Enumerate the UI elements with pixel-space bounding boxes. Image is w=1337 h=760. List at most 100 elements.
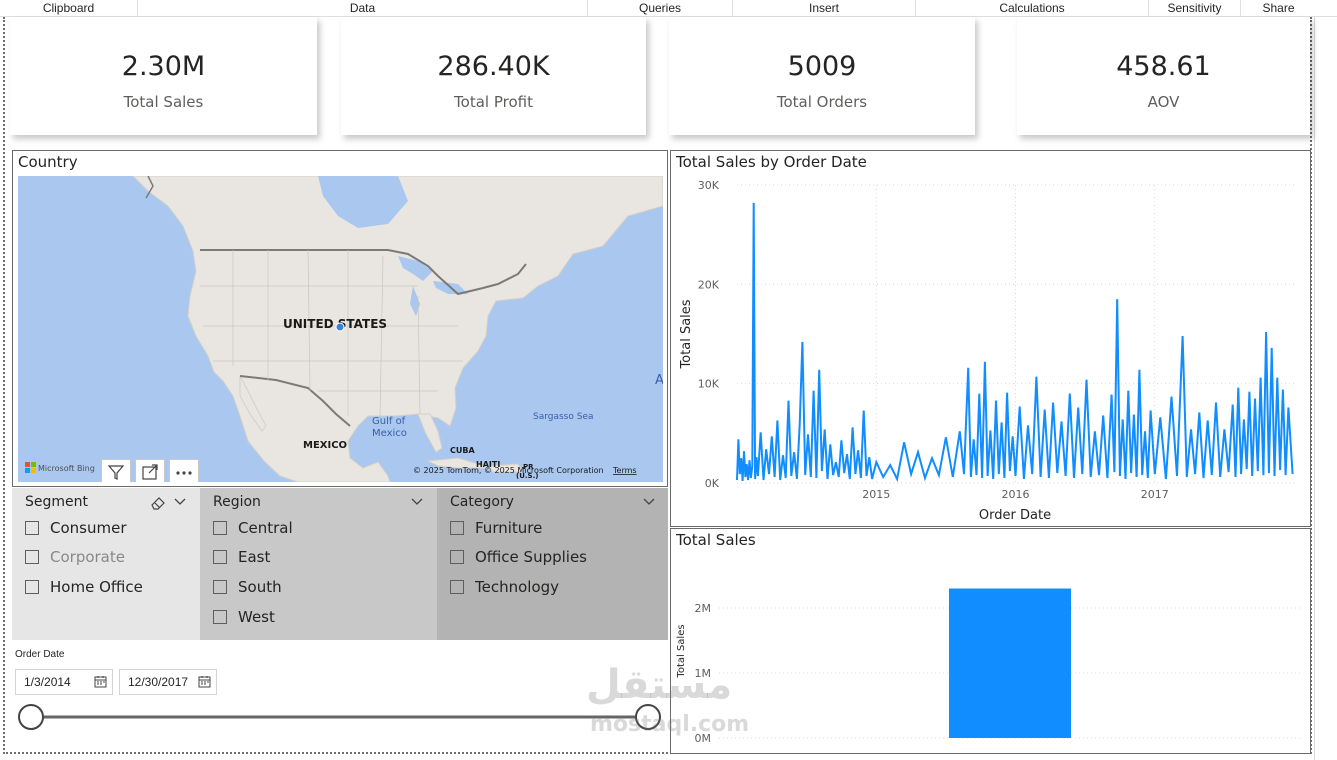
slicer-item-central[interactable]: Central — [213, 517, 293, 539]
slicer-item-furniture[interactable]: Furniture — [450, 517, 542, 539]
end-date-input[interactable]: 12/30/2017 — [119, 669, 217, 695]
data-point-us — [335, 322, 345, 332]
map-label-gulf-2: Mexico — [372, 428, 407, 439]
category-slicer[interactable]: Category Furniture Office Supplies Techn… — [437, 488, 668, 640]
ribbon-group-queries[interactable]: Queries — [588, 0, 733, 17]
filter-icon[interactable] — [101, 459, 131, 482]
line-chart-svg: 0K 10K 20K 30K 2015 2016 2017 Order Date Tota… — [679, 179, 1294, 523]
line-chart-visual[interactable]: Total Sales by Order Date 0K 10K 20K 30K 20… — [670, 150, 1311, 527]
segment-slicer[interactable]: Segment Consumer Corporate Home Office — [12, 488, 200, 640]
bar-chart-title: Total Sales — [676, 531, 756, 549]
y-tick-label: 0M — [695, 732, 712, 745]
x-tick-label: 2015 — [862, 488, 890, 501]
slider-handle-start — [18, 704, 44, 730]
kpi-card-total-orders[interactable]: 5009 Total Orders — [669, 17, 975, 135]
map-title: Country — [18, 153, 78, 171]
focus-mode-icon[interactable] — [135, 459, 165, 482]
map-label-sargasso: Sargasso Sea — [533, 412, 594, 422]
ribbon-group-data[interactable]: Data — [138, 0, 588, 17]
ribbon-group-calculations[interactable]: Calculations — [916, 0, 1149, 17]
map-visual[interactable]: Country — [12, 150, 668, 487]
map-label-pr: PR — [523, 463, 534, 471]
slider-handle-end — [635, 704, 661, 730]
slicer-item-consumer[interactable]: Consumer — [25, 517, 127, 539]
kpi-value: 2.30M — [121, 51, 206, 82]
map-label-cuba: CUBA — [450, 446, 475, 455]
bar-chart-svg: 0M 1M 2M Total Sales — [676, 588, 1301, 745]
checkbox[interactable] — [25, 550, 39, 564]
kpi-card-total-profit[interactable]: 286.40K Total Profit — [341, 17, 646, 135]
checkbox[interactable] — [450, 521, 464, 535]
checkbox[interactable] — [213, 550, 227, 564]
kpi-label: AOV — [1147, 93, 1180, 111]
region-slicer[interactable]: Region Central East South West — [200, 488, 437, 640]
kpi-card-aov[interactable]: 458.61 AOV — [1017, 17, 1310, 135]
map-copyright: © 2025 TomTom, © 2025 Microsoft Corporat… — [413, 466, 604, 475]
y-tick-label: 30K — [698, 179, 720, 192]
bar-chart-visual[interactable]: Total Sales 0M 1M 2M Total Sales — [670, 528, 1311, 754]
calendar-icon[interactable] — [94, 675, 107, 688]
chevron-down-icon[interactable] — [174, 496, 186, 506]
checkbox[interactable] — [213, 580, 227, 594]
y-axis-label: Total Sales — [676, 624, 687, 678]
svg-text:Microsoft Bing: Microsoft Bing — [38, 464, 95, 473]
slicer-item-corporate[interactable]: Corporate — [25, 546, 125, 568]
map-label-mexico: MEXICO — [303, 440, 347, 451]
ribbon-group-clipboard[interactable]: Clipboard — [0, 0, 138, 17]
x-tick-label: 2016 — [1002, 488, 1030, 501]
y-tick-label: 20K — [698, 278, 720, 291]
us-mexico-border — [239, 375, 351, 427]
watermark-latin: mostaql.com — [590, 712, 750, 737]
slicer-item-south[interactable]: South — [213, 576, 282, 598]
map-label-haiti: HAITI — [476, 460, 500, 469]
x-tick-label: 2017 — [1141, 488, 1169, 501]
date-range-slider[interactable] — [14, 702, 666, 734]
ribbon-group-sensitivity[interactable]: Sensitivity — [1149, 0, 1241, 17]
kpi-card-total-sales[interactable]: 2.30M Total Sales — [10, 17, 317, 135]
calendar-icon[interactable] — [198, 675, 211, 688]
ribbon-group-share[interactable]: Share — [1262, 1, 1295, 15]
slicer-item-home-office[interactable]: Home Office — [25, 576, 143, 598]
north-america-land — [132, 176, 663, 482]
x-axis-label: Order Date — [979, 508, 1051, 523]
map-terms-link: Terms — [612, 466, 637, 475]
ribbon-group-labels: Clipboard Data Queries Insert Calculatio… — [0, 0, 1337, 17]
line-chart-grid — [737, 184, 1294, 484]
kpi-value: 286.40K — [437, 51, 550, 82]
map-label-us-territory: (U.S.) — [516, 472, 538, 480]
checkbox[interactable] — [450, 580, 464, 594]
slicer-item-west[interactable]: West — [213, 606, 275, 628]
eraser-icon[interactable] — [149, 495, 167, 511]
y-tick-label: 2M — [695, 602, 712, 615]
chevron-down-icon[interactable] — [411, 496, 423, 506]
segment-slicer-title: Segment — [25, 494, 88, 510]
checkbox[interactable] — [25, 521, 39, 535]
checkbox[interactable] — [25, 580, 39, 594]
bar-total-sales — [949, 588, 1071, 738]
more-options-icon[interactable] — [169, 459, 199, 482]
region-slicer-title: Region — [213, 494, 261, 510]
checkbox[interactable] — [450, 550, 464, 564]
start-date-input[interactable]: 1/3/2014 — [15, 669, 113, 695]
kpi-label: Total Orders — [776, 93, 868, 111]
watermark-arabic: مستقل — [586, 662, 733, 708]
y-axis-label: Total Sales — [679, 299, 694, 369]
y-tick-label: 0K — [705, 477, 720, 490]
checkbox[interactable] — [213, 521, 227, 535]
map-label-gulf-1: Gulf of — [372, 416, 406, 427]
alaska-border — [145, 176, 154, 199]
slicer-item-east[interactable]: East — [213, 546, 270, 568]
y-tick-label: 10K — [698, 378, 720, 391]
chevron-down-icon[interactable] — [643, 496, 655, 506]
kpi-value: 5009 — [787, 51, 857, 82]
slicer-item-office-supplies[interactable]: Office Supplies — [450, 546, 587, 568]
map-canvas[interactable]: UNITED STATES MEXICO Gulf of Mexico Sarg… — [18, 176, 663, 482]
ribbon-group-insert[interactable]: Insert — [733, 0, 916, 17]
map-svg: UNITED STATES MEXICO Gulf of Mexico Sarg… — [18, 176, 663, 482]
category-slicer-title: Category — [450, 494, 514, 510]
kpi-value: 458.61 — [1116, 51, 1211, 82]
checkbox[interactable] — [213, 610, 227, 624]
slicer-item-technology[interactable]: Technology — [450, 576, 559, 598]
kpi-label: Total Sales — [123, 93, 204, 111]
y-tick-label: 1M — [695, 667, 712, 680]
